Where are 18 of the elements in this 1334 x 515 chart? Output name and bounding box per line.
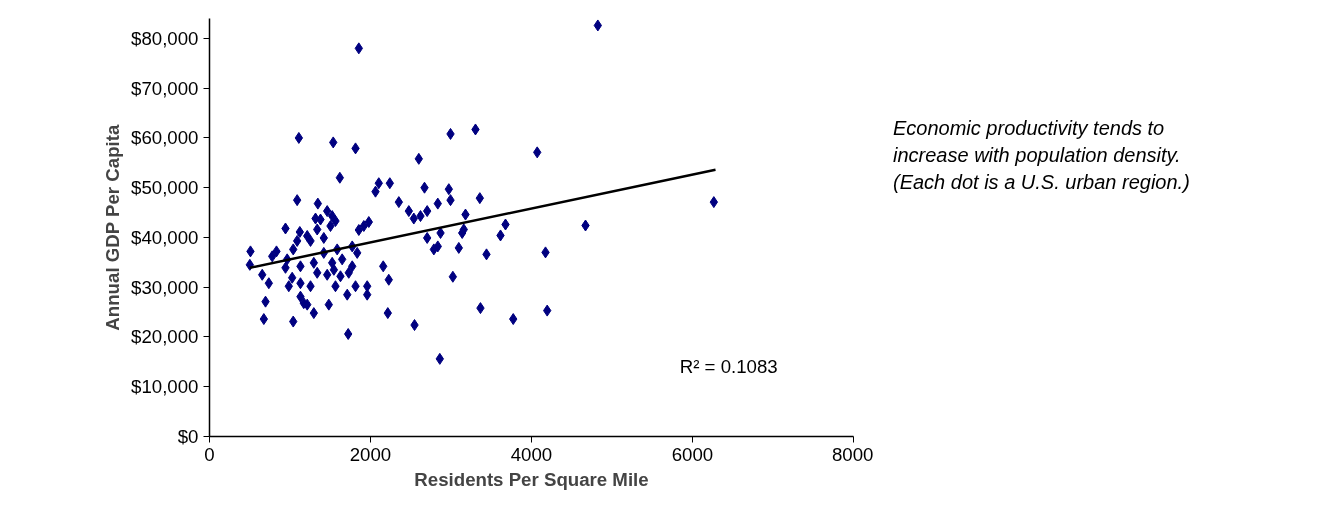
y-tick-label: $20,000: [131, 326, 199, 348]
y-tick-label: $10,000: [131, 376, 199, 398]
x-tick-label: 4000: [510, 443, 553, 465]
text: Economic productivity tends to increase with population density. (Each dot is a U.S. urban region.): [893, 116, 1191, 195]
x-tick-label: 0: [204, 443, 215, 465]
y-axis-title: Annual GDP Per Capita: [102, 124, 124, 331]
y-tick-label: $80,000: [131, 27, 199, 49]
x-axis-title: Residents Per Square Mile: [414, 468, 649, 490]
x-tick-label: 2000: [349, 443, 392, 465]
x-tick-label: 6000: [671, 443, 714, 465]
y-tick-label: $0: [177, 426, 199, 447]
x-tick-label: 8000: [832, 443, 874, 465]
annotation: R² = 0.1083: [679, 356, 778, 378]
y-tick-label: $40,000: [131, 226, 199, 248]
y-tick-label: $30,000: [131, 276, 199, 298]
y-tick-label: $50,000: [131, 177, 199, 199]
y-tick-label: $60,000: [131, 127, 199, 149]
y-tick-label: $70,000: [131, 77, 199, 99]
